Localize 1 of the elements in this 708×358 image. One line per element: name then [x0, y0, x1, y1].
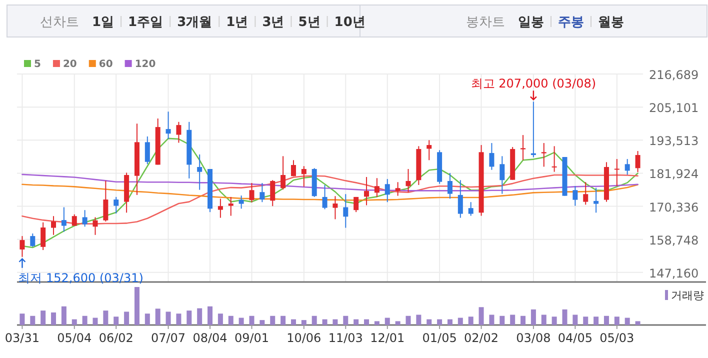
- legend-bar: 거래량: [671, 289, 704, 302]
